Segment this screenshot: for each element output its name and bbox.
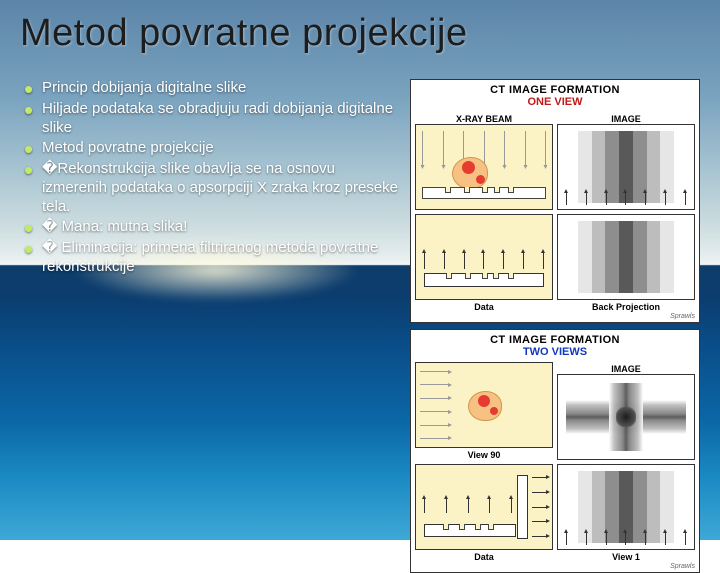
arrows-up-icon <box>424 499 512 513</box>
panel-title: CT IMAGE FORMATION <box>415 84 695 96</box>
cross-image-diagram <box>557 374 695 460</box>
cell-label: X-RAY BEAM <box>456 114 512 124</box>
cell-image: IMAGE <box>557 362 695 460</box>
bullet-list: Princip dobijanja digitalne slike Hiljad… <box>20 79 400 277</box>
xray-diagram <box>415 124 553 210</box>
attribution: Sprawls <box>415 563 695 570</box>
panel-one-view: CT IMAGE FORMATION ONE VIEW X-RAY BEAM <box>410 79 700 323</box>
panel-row: Data View 1 <box>415 464 695 562</box>
attribution: Sprawls <box>415 313 695 320</box>
backproject-arrows-icon <box>566 193 686 205</box>
slide-title: Metod povratne projekcije <box>20 12 700 55</box>
arrows-up-icon <box>424 253 544 269</box>
figures-column: CT IMAGE FORMATION ONE VIEW X-RAY BEAM <box>410 79 700 573</box>
bullet-item: Princip dobijanja digitalne slike <box>20 79 400 98</box>
xray-rays-icon <box>422 131 546 165</box>
data-vslab-icon <box>517 475 528 539</box>
gradient-stripes-icon <box>564 221 688 293</box>
backprojection-diagram <box>557 214 695 300</box>
view1-diagram <box>557 464 695 550</box>
cell-data: Data <box>415 464 553 562</box>
data-diagram <box>415 214 553 300</box>
bullet-list-container: Princip dobijanja digitalne slike Hiljad… <box>20 79 400 573</box>
panel-title: CT IMAGE FORMATION <box>415 334 695 346</box>
slide-body: Princip dobijanja digitalne slike Hiljad… <box>20 79 700 573</box>
lesion-icon <box>462 161 475 174</box>
cell-label: IMAGE <box>611 114 641 124</box>
cell-label: IMAGE <box>611 364 641 374</box>
cell-view1: View 1 <box>557 464 695 562</box>
image-diagram <box>557 124 695 210</box>
panel-row: X-RAY BEAM <box>415 112 695 210</box>
bullet-item: �Rekonstrukcija slike obavlja se na osno… <box>20 160 400 216</box>
cell-label: Data <box>474 302 494 312</box>
panel-row: View 90 IMAGE <box>415 362 695 460</box>
bullet-item: Metod povratne projekcije <box>20 139 400 158</box>
slide: Metod povratne projekcije Princip dobija… <box>0 0 720 540</box>
panel-subtitle: ONE VIEW <box>415 96 695 108</box>
cell-view90: View 90 <box>415 362 553 460</box>
panel-two-views: CT IMAGE FORMATION TWO VIEWS View 90 <box>410 329 700 573</box>
lesion-icon <box>490 407 498 415</box>
data-two-diagram <box>415 464 553 550</box>
cell-label: Data <box>474 552 494 562</box>
cell-xray-beam: X-RAY BEAM <box>415 112 553 210</box>
cell-image: IMAGE <box>557 112 695 210</box>
detector-slab-icon <box>422 187 546 199</box>
cell-label: Back Projection <box>592 302 660 312</box>
arrows-right-icon <box>532 477 546 537</box>
cell-data: Data <box>415 214 553 312</box>
lesion-icon <box>476 175 485 184</box>
lesion-icon <box>478 395 490 407</box>
data-slab-icon <box>424 524 516 537</box>
panel-subtitle: TWO VIEWS <box>415 346 695 358</box>
backproject-arrows-icon <box>566 533 686 545</box>
bullet-item: Hiljade podataka se obradjuju radi dobij… <box>20 100 400 138</box>
view90-diagram <box>415 362 553 448</box>
cell-label: View 90 <box>468 450 501 460</box>
cross-intersection-icon <box>616 407 636 427</box>
data-slab-icon <box>424 273 544 287</box>
bullet-item: � Eliminacija: primena filtriranog metod… <box>20 239 400 277</box>
cell-backprojection: Back Projection <box>557 214 695 312</box>
panel-row: Data Back Projection <box>415 214 695 312</box>
horizontal-rays-icon <box>420 371 448 439</box>
bullet-item: � Mana: mutna slika! <box>20 218 400 237</box>
cell-label: View 1 <box>612 552 640 562</box>
